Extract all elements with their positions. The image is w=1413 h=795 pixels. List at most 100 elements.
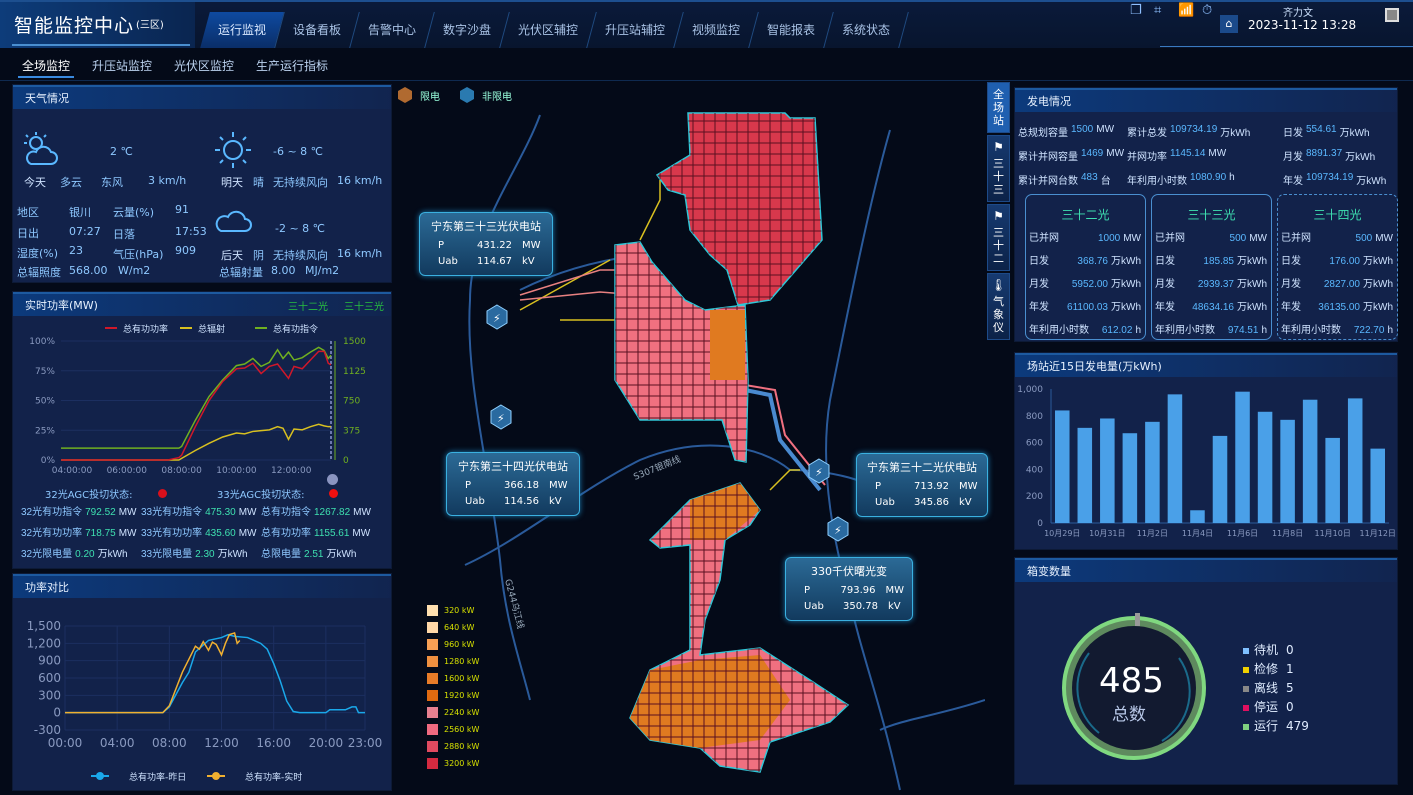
stat-item: 总有功指令 1267.82 MW: [261, 502, 389, 523]
stat-unit: MW: [238, 528, 257, 539]
row-value: 114.56: [504, 496, 539, 507]
tab-32[interactable]: 三十二光: [288, 302, 328, 313]
scale-swatch: [427, 622, 438, 633]
scale-item: 1280 kW: [427, 653, 479, 670]
y-tick: 300: [38, 688, 61, 702]
road: [879, 699, 985, 731]
row-value: 713.92: [914, 481, 949, 492]
station-callout[interactable]: 宁东第三十三光伏电站 P 431.22 MW Uab 114.67 kV: [419, 212, 553, 276]
scale-swatch: [427, 639, 438, 650]
report-icon[interactable]: ⏱: [1202, 3, 1213, 18]
bar-11月1日: [1122, 433, 1138, 523]
scale-label: 320 kW: [444, 606, 475, 615]
side-tab[interactable]: ⚑ 三十三: [987, 135, 1010, 202]
sunny-icon: [215, 132, 251, 168]
station-box-row: 月发 2827.00 万kWh: [1278, 273, 1397, 296]
power-compare-panel: 功率对比 -300 0 300 600 900 1,200 1,500 00:00 04:00 0…: [12, 573, 392, 791]
pv-zones: [614, 112, 850, 773]
nav-tab[interactable]: 告警中心: [350, 12, 435, 48]
station-box[interactable]: 三十三光 已并网 500 MW 日发 185.85 万kWh 月发 2939.37 万kWh 年发 4…: [1151, 194, 1272, 340]
agc33-label: 33光AGC投切状态:: [217, 490, 305, 501]
series-line-2: [61, 346, 332, 449]
site-map[interactable]: S307银南线 G244乌江线 ⚡ ⚡ ⚡ ⚡: [395, 80, 985, 795]
subnav-tab[interactable]: 生产运行指标: [256, 59, 329, 73]
user-name[interactable]: 齐力文: [1283, 8, 1313, 19]
slider-handle[interactable]: [327, 474, 338, 485]
stat-unit: 万kWh: [217, 549, 248, 560]
station-callout[interactable]: 330千伏曙光变 P 793.96 MW Uab 350.78 kV: [785, 557, 913, 621]
nav-tab[interactable]: 系统状态: [824, 12, 909, 48]
gen-stat: 年利用小时数 1080.90 h: [1127, 172, 1235, 187]
stat-label: 32光有功指令: [21, 507, 83, 518]
row-label: P: [438, 240, 445, 251]
station-callout[interactable]: 宁东第三十四光伏电站 P 366.18 MW Uab 114.56 kV: [446, 452, 580, 516]
scale-label: 2560 kW: [444, 725, 480, 734]
divider: [0, 80, 1413, 81]
scale-item: 2880 kW: [427, 738, 479, 755]
row-unit: MW: [522, 240, 541, 251]
stat-item: 33光有功功率 435.60 MW: [141, 523, 261, 544]
gen-unit: MW: [1106, 148, 1125, 159]
power-compare-chart: -300 0 300 600 900 1,200 1,500 00:00 04:00 08:00 1…: [27, 619, 383, 783]
nav-tab[interactable]: 光伏区辅控: [500, 12, 597, 48]
station-marker-icon[interactable]: ⚡: [490, 404, 512, 430]
station-callout[interactable]: 宁东第三十二光伏电站 P 713.92 MW Uab 345.86 kV: [856, 453, 988, 517]
station-name: 宁东第三十二光伏电站: [867, 461, 977, 474]
home-button[interactable]: ⌂: [1220, 15, 1238, 33]
after-wind: 无持续风向: [273, 249, 328, 262]
nav-tab[interactable]: 智能报表: [749, 12, 834, 48]
y-tick: 0: [53, 706, 61, 720]
status-value: 0: [1286, 700, 1294, 714]
row-value-wrap: 1000 MW: [1098, 227, 1141, 250]
nav-tab[interactable]: 运行监视: [200, 12, 285, 48]
x-tick: 11月4日: [1182, 529, 1213, 538]
chart-icon[interactable]: 📶: [1178, 3, 1195, 18]
station-marker-icon[interactable]: ⚡: [486, 304, 508, 330]
subnav-tab[interactable]: 全场监控: [18, 55, 75, 78]
scale-swatch: [427, 707, 438, 718]
row-label: 年发: [1281, 302, 1301, 313]
row-label: Uab: [438, 256, 458, 267]
side-tab-label: 三十三: [993, 157, 1004, 196]
realtime-power-chart: 总有功功率 总辐射 总有功指令 0% 0 25% 375 50% 750 75% 1125 100% 1…: [29, 323, 366, 476]
station-row: Uab 114.56 kV: [455, 494, 571, 510]
nav-tab[interactable]: 数字沙盘: [425, 12, 510, 48]
copy-icon[interactable]: ❐: [1130, 3, 1142, 18]
row-label: 月发: [1155, 279, 1175, 290]
panel-title: 发电情况: [1015, 88, 1397, 112]
row-unit: 万kWh: [1363, 279, 1393, 290]
panel-title: 场站近15日发电量(万kWh): [1015, 353, 1397, 377]
row-unit: 万kWh: [1111, 279, 1141, 290]
scale-swatch: [427, 673, 438, 684]
nav-tab[interactable]: 设备看板: [275, 12, 360, 48]
nav-tab[interactable]: 升压站辅控: [587, 12, 684, 48]
row-label: 日发: [1029, 256, 1049, 267]
grid-select-icon[interactable]: ⌗: [1154, 3, 1162, 18]
nav-tab[interactable]: 视频监控: [674, 12, 759, 48]
side-tab[interactable]: ⚑ 三十二: [987, 204, 1010, 271]
non-curtailed-label: 非限电: [482, 91, 512, 103]
y-right-tick: 750: [343, 397, 360, 407]
series-line-1: [65, 631, 241, 714]
station-box[interactable]: 三十二光 已并网 1000 MW 日发 368.76 万kWh 月发 5952.00 万kWh 年发…: [1025, 194, 1146, 340]
subnav-tab[interactable]: 光伏区监控: [174, 59, 235, 73]
gen-unit: 万kWh: [1345, 152, 1376, 163]
tab-33[interactable]: 三十三光: [344, 302, 384, 313]
gen-label: 年利用小时数: [1127, 176, 1187, 187]
y-tick: 1,000: [1017, 385, 1043, 395]
station-marker-icon[interactable]: ⚡: [808, 458, 830, 484]
stat-unit: MW: [118, 507, 137, 518]
row-value-wrap: 185.85 万kWh: [1203, 250, 1267, 273]
gen-value: 1500: [1071, 124, 1094, 135]
bar-11月11日: [1347, 398, 1363, 523]
station-marker-icon[interactable]: ⚡: [827, 516, 849, 542]
side-tab[interactable]: 全场站: [987, 82, 1010, 133]
side-tab[interactable]: 🌡 气象仪: [987, 273, 1010, 340]
bar-11月8日: [1280, 419, 1295, 523]
subnav-tab[interactable]: 升压站监控: [92, 59, 153, 73]
station-box[interactable]: 三十四光 已并网 500 MW 日发 176.00 万kWh 月发 2827.00 万kWh 年发 3…: [1277, 194, 1398, 340]
today-speed: 3 km/h: [148, 174, 187, 187]
x-tick: 11月2日: [1137, 529, 1168, 538]
nav-tab-label: 运行监视: [218, 23, 267, 37]
fullscreen-icon[interactable]: [1385, 8, 1399, 22]
